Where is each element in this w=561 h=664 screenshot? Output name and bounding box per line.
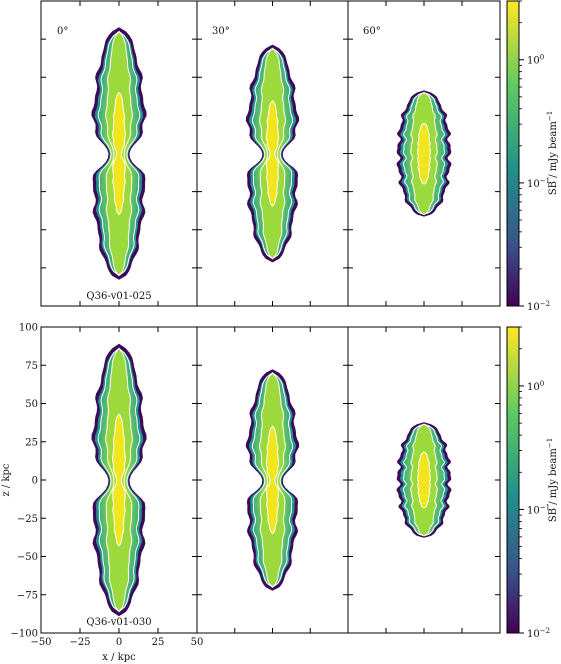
- jet-r1-c2: [245, 44, 300, 263]
- x-tick-label: 0: [116, 637, 122, 648]
- jet-r2-c2: [245, 369, 300, 591]
- jet-r1-c3: [396, 90, 452, 217]
- colorbar-tick-label: 100: [527, 380, 544, 393]
- x-tick-label: −25: [69, 637, 90, 648]
- colorbar-tick-label: 10−1: [527, 177, 550, 190]
- model-label-r2: Q36-v01-030: [86, 617, 151, 628]
- jet-r2-c1: [91, 343, 147, 617]
- y-tick-label: −25: [17, 514, 38, 525]
- jet-core: [265, 100, 280, 207]
- y-tick-label: 25: [25, 437, 38, 448]
- jet-core: [416, 451, 432, 509]
- colorbar-2-label: SB / mJy beam−1: [546, 438, 559, 522]
- y-tick-label: 0: [32, 476, 38, 487]
- colorbar-1-label: SB / mJy beam−1: [546, 111, 559, 195]
- y-tick-label: −75: [17, 590, 38, 601]
- colorbar-tick-label: 10−2: [527, 627, 550, 640]
- y-axis-label: z / kpc: [1, 463, 12, 496]
- y-tick-label: 100: [19, 323, 38, 334]
- y-tick-label: 75: [25, 361, 38, 372]
- y-tick-label: −100: [11, 629, 38, 640]
- y-tick-label: 50: [25, 399, 38, 410]
- colorbar-1-bar: [506, 0, 520, 307]
- jet-r1-c1: [91, 27, 147, 280]
- colorbar-2: 100 10−1 10−2: [506, 326, 550, 640]
- jets-row-1: [91, 27, 452, 280]
- x-tick-label: 50: [191, 637, 204, 648]
- colorbar-tick-label: 10−1: [527, 503, 550, 516]
- x-tick-label: 25: [152, 637, 165, 648]
- row-1: 0° 30° 60° Q36-v01-025: [40, 0, 501, 307]
- colorbar-tick-label: 100: [527, 54, 544, 67]
- jet-core: [265, 425, 280, 535]
- row-2: Q36-v01-030: [40, 326, 501, 634]
- colorbar-tick-label: 10−2: [527, 300, 550, 313]
- jet-core: [112, 91, 126, 216]
- jets-row-2: [91, 343, 452, 617]
- model-label-r1: Q36-v01-025: [86, 291, 151, 302]
- y-tick-label: −50: [17, 552, 38, 563]
- angle-label-r1-c1: 0°: [57, 26, 68, 37]
- jet-core: [416, 122, 432, 185]
- ticks-row-1: [40, 0, 501, 307]
- angle-label-r1-c3: 60°: [363, 26, 381, 37]
- colorbar-1: 100 10−1 10−2: [506, 0, 550, 313]
- jet-core: [112, 413, 126, 547]
- jet-r2-c3: [396, 422, 452, 538]
- colorbar-2-bar: [506, 326, 520, 634]
- angle-label-r1-c2: 30°: [212, 26, 230, 37]
- ticks-row-2: [40, 326, 501, 634]
- x-tick-label: −50: [30, 637, 51, 648]
- x-axis-label: x / kpc: [102, 652, 136, 663]
